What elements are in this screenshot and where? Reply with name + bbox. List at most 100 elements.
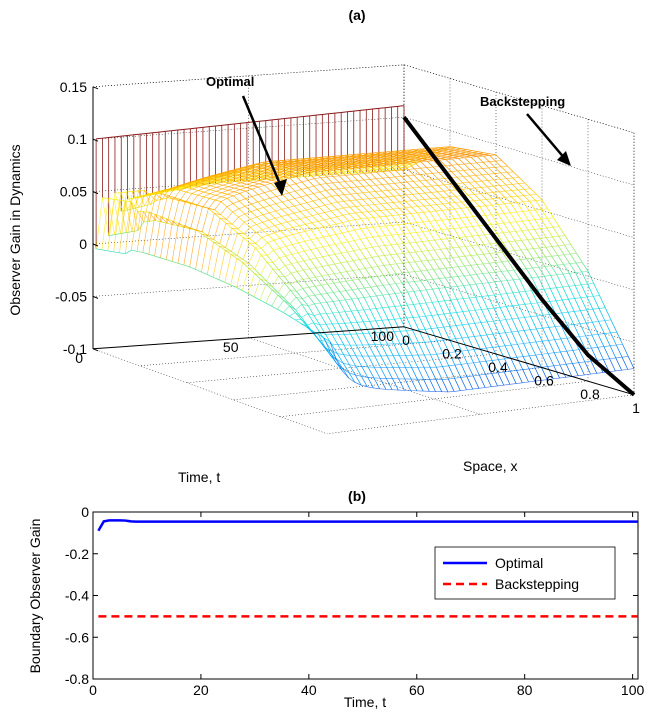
surface-mesh-segment — [201, 231, 209, 236]
surface-mesh-segment — [365, 258, 372, 268]
surface-mesh-segment — [451, 267, 459, 277]
surface-mesh-segment — [260, 278, 267, 285]
surface-mesh-segment — [362, 192, 369, 199]
surface-mesh-segment — [412, 317, 420, 331]
surface-mesh-segment — [481, 283, 489, 296]
surface-mesh-segment — [598, 321, 605, 334]
surface-mesh-segment — [435, 379, 443, 392]
surface-mesh-segment — [337, 353, 344, 364]
surface-mesh-segment — [392, 378, 399, 391]
surface-mesh-segment — [480, 187, 488, 194]
surface-mesh-segment — [564, 235, 572, 245]
surface-mesh-segment — [411, 200, 418, 207]
surface-mesh-segment — [358, 288, 365, 298]
surface-mesh-segment — [382, 171, 390, 178]
surface-mesh-segment — [536, 328, 543, 342]
surface-mesh-segment — [252, 185, 259, 188]
x-tick-label-b: 80 — [517, 682, 533, 698]
surface-mesh-segment — [314, 171, 321, 178]
surface-mesh-line — [318, 334, 623, 368]
surface-mesh-segment — [355, 206, 362, 213]
surface-mesh-segment — [376, 172, 383, 179]
surface-mesh-segment — [503, 371, 511, 385]
surface-mesh-segment — [443, 326, 450, 340]
surface-mesh-segment — [570, 244, 577, 254]
surface-mesh-segment — [432, 288, 439, 302]
surface-mesh-segment — [203, 196, 210, 199]
surface-mesh-segment — [297, 252, 305, 261]
surface-mesh-segment — [326, 293, 334, 302]
surface-mesh-segment — [359, 249, 367, 259]
surface-mesh-segment — [621, 357, 629, 370]
surface-mesh-segment — [287, 214, 294, 221]
surface-mesh-segment — [244, 213, 251, 220]
surface-mesh-segment — [470, 255, 478, 265]
surface-mesh-segment — [362, 199, 369, 206]
surface-mesh-segment — [517, 189, 525, 196]
surface-mesh-segment — [445, 277, 452, 288]
surface-mesh-segment — [485, 205, 492, 215]
surface-mesh-segment — [374, 355, 381, 368]
surface-mesh-segment — [269, 205, 276, 212]
surface-mesh-segment — [452, 257, 459, 267]
z-gridline — [92, 221, 635, 291]
surface-mesh-segment — [298, 242, 305, 252]
surface-mesh-segment — [348, 372, 356, 383]
surface-mesh-segment — [201, 233, 208, 239]
surface-mesh-segment — [461, 201, 468, 208]
surface-mesh-segment — [272, 262, 280, 271]
surface-mesh-segment — [331, 334, 339, 345]
surface-mesh-segment — [412, 194, 419, 201]
surface-mesh-segment — [498, 197, 505, 205]
surface-mesh-segment — [381, 332, 388, 345]
surface-mesh-segment — [522, 369, 529, 383]
surface-mesh-segment — [597, 334, 605, 347]
surface-mesh-segment — [385, 378, 393, 390]
surface-mesh-segment — [282, 194, 289, 201]
surface-mesh-segment — [368, 191, 376, 199]
surface-mesh-segment — [291, 254, 298, 263]
surface-mesh-segment — [465, 226, 473, 237]
surface-mesh-segment — [441, 379, 449, 393]
surface-mesh-segment — [364, 173, 371, 180]
surface-mesh-segment — [585, 322, 593, 336]
surface-mesh-segment — [326, 170, 334, 177]
surface-mesh-segment — [198, 186, 205, 189]
surface-mesh-segment — [545, 247, 552, 257]
surface-mesh-segment — [222, 188, 229, 191]
surface-mesh-segment — [503, 222, 510, 233]
surface-mesh-segment — [400, 318, 407, 331]
surface-mesh-segment — [277, 292, 285, 299]
surface-mesh-segment — [418, 187, 426, 194]
surface-mesh-segment — [392, 355, 400, 368]
surface-mesh-segment — [227, 193, 234, 197]
surface-mesh-segment — [454, 378, 461, 391]
surface-mesh-segment — [333, 292, 340, 301]
surface-mesh-segment — [451, 164, 458, 172]
surface-mesh-segment — [578, 362, 585, 376]
surface-mesh-segment — [591, 334, 598, 348]
surface-mesh-segment — [262, 222, 269, 228]
surface-mesh-line — [201, 165, 508, 273]
surface-mesh-segment — [108, 198, 115, 200]
surface-mesh-segment — [296, 271, 304, 280]
surface-mesh-segment — [353, 170, 360, 174]
surface-mesh-segment — [126, 191, 133, 193]
y-axis-label: Time, t — [178, 469, 220, 485]
surface-mesh-segment — [342, 363, 350, 373]
surface-mesh-segment — [313, 185, 320, 193]
surface-mesh-segment — [580, 284, 588, 298]
surface-mesh-segment — [257, 201, 264, 208]
surface-mesh-segment — [235, 174, 242, 177]
surface-mesh-segment — [416, 232, 423, 242]
surface-mesh-segment — [355, 212, 362, 220]
surface-mesh-segment — [431, 302, 439, 315]
surface-mesh-segment — [386, 209, 393, 216]
surface-mesh-segment — [609, 345, 617, 359]
surface-mesh-segment — [258, 183, 265, 186]
surface-mesh-line — [230, 193, 537, 285]
backstepping-curve — [402, 115, 636, 397]
surface-mesh-segment — [131, 201, 138, 212]
surface-mesh-segment — [399, 195, 406, 202]
backstepping-arrow-head — [557, 151, 571, 166]
